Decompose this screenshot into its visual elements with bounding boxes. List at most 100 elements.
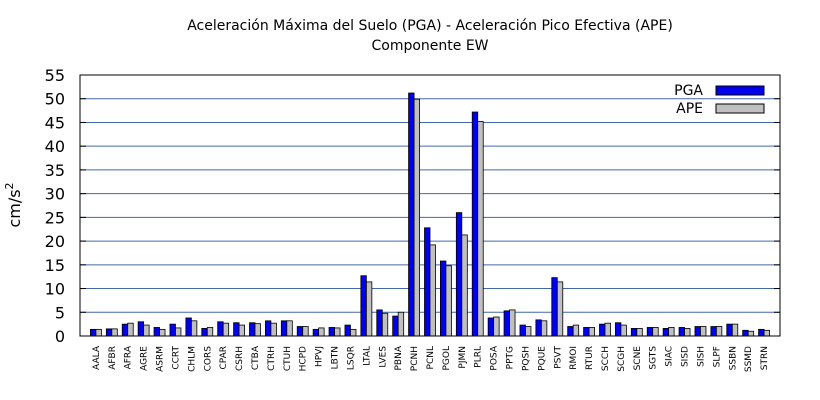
bar-ape [95,328,102,337]
bar-pga [646,327,654,337]
bar-pga [535,319,542,337]
plot-frame [79,74,781,337]
bar-pga [630,328,638,337]
x-tick-label: CHLM [187,346,197,372]
y-tick-label: 35 [45,161,65,180]
x-tick-label: AFBR [108,346,118,370]
bar-ape [652,327,659,337]
bar-pga [455,212,463,337]
bar-pga [392,315,399,337]
bar-pga [758,328,765,337]
x-tick-label: PQUE [537,346,547,371]
bar-ape [445,265,452,337]
bar-pga [408,92,415,337]
bar-ape [413,98,420,337]
x-tick-label: CTBA [251,345,261,370]
x-tick-label: AALA [92,345,102,370]
x-tick-label: POSA [490,345,500,370]
bar-ape [381,312,389,337]
bar-ape [525,326,532,337]
x-tick-label: SGTS [649,346,659,370]
bar-pga [328,327,335,337]
x-tick-label: PJMN [458,346,468,369]
x-tick-label: PSVT [553,346,563,369]
bar-ape [270,322,277,337]
bar-ape [175,327,182,337]
bar-ape [540,320,548,337]
x-tick-label: CTUH [283,346,293,371]
y-tick-label: 30 [45,185,65,204]
x-tick-label: SLPF [712,346,722,367]
bar-ape [493,316,500,337]
chart-title: Aceleración Máxima del Suelo (PGA) - Ace… [187,18,673,34]
x-tick-label: RTUR [585,346,595,370]
bar-ape [238,324,245,337]
x-tick-label: SISH [696,346,706,367]
bar-pga [296,326,304,337]
axes [79,74,781,337]
bar-ape [636,328,643,337]
x-tick-label: PPTG [506,346,516,369]
y-tick-label: 40 [45,137,65,156]
bar-pga [662,328,670,337]
bar-pga [471,111,479,337]
bar-pga [678,327,685,337]
bar-pga [742,329,749,337]
y-axis-label: cm/s2 [3,182,24,227]
x-tick-label: CCRT [171,346,181,370]
bar-pga [201,328,208,337]
bar-ape [620,324,627,337]
x-tick-label: PQSH [521,346,531,371]
x-tick-label: LTAL [362,346,372,366]
x-tick-label: SIAC [665,346,675,367]
bar-pga [599,323,606,337]
x-tick-label: CTRH [267,346,277,371]
bar-ape [700,326,707,337]
x-tick-label: SCCH [601,346,611,371]
x-tick-label: CORS [203,346,213,372]
bar-ape [588,327,595,337]
x-tick-label: AFRA [124,345,134,369]
bar-pga [583,327,590,337]
y-tick-labels: 0 5 10 15 20 25 30 35 40 45 50 55 [45,66,65,346]
bar-ape [127,322,134,337]
y-tick-label: 0 [55,327,65,346]
bar-ape [731,323,739,337]
y-tick-label: 15 [45,256,65,275]
x-tick-label: AGRE [140,346,150,371]
bar-pga [90,328,97,337]
bar-ape [763,329,770,337]
bar-ape [143,324,150,337]
bar-pga [567,326,574,337]
legend-swatch-pga [715,85,765,96]
bar-ape [684,328,691,337]
bar-ape [111,328,118,337]
bar-pga [360,275,367,337]
bar-pga [217,321,224,337]
legend-label: PGA [674,83,703,99]
bar-ape [668,327,675,337]
bar-pga [249,322,256,337]
bar-ape [206,327,214,337]
x-tick-label: SSMD [744,346,754,372]
x-tick-label: STRN [760,346,770,370]
bar-ape [397,311,405,337]
bar-pga [424,227,431,337]
bar-pga [615,322,622,337]
bar-pga [519,324,526,337]
bar-ape [747,330,755,337]
bar-pga [710,326,717,337]
bar-ape [604,322,611,337]
bar-ape [509,309,516,337]
bar-pga [726,323,733,337]
chart-subtitle: Componente EW [371,38,488,54]
x-tick-label: LBTN [331,346,341,369]
bar-pga [344,324,351,337]
y-tick-label: 50 [45,90,65,109]
bar-pga [440,260,447,337]
bar-ape [318,327,325,337]
bar-pga [551,277,558,337]
bar-pga [137,321,145,337]
x-tick-label: LSQR [346,346,356,370]
